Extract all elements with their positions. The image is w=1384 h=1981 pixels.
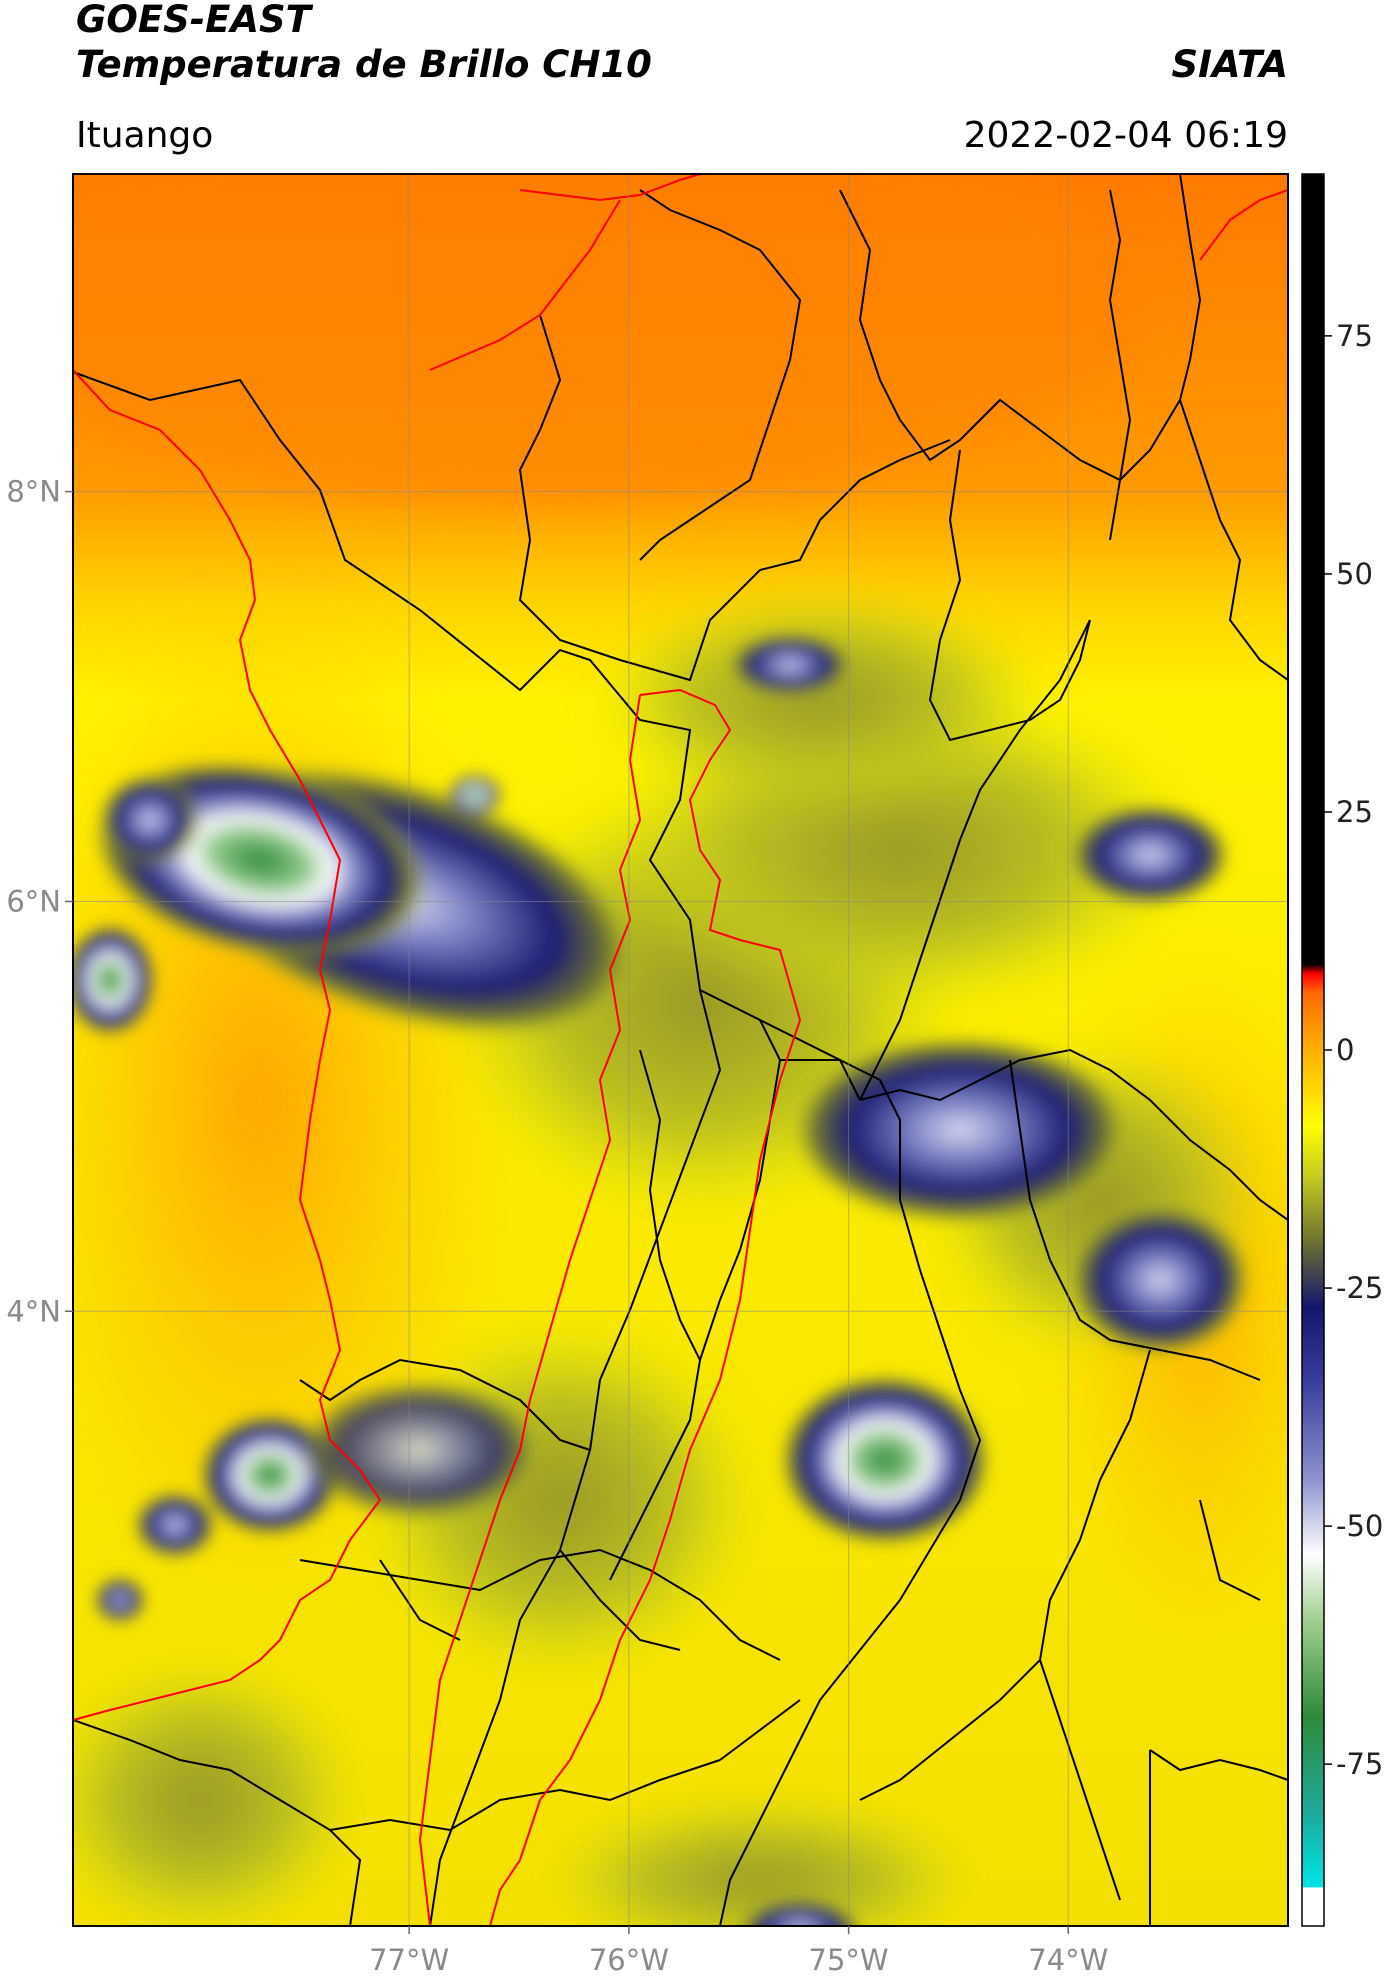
lon-tick-label: 74°W [1028, 1943, 1108, 1977]
lon-tick-label: 75°W [809, 1943, 889, 1977]
title-line-1: GOES-EAST [76, 0, 311, 41]
colorbar-tick-label: 0 [1336, 1033, 1354, 1067]
lat-tick-label: 4°N [6, 1294, 61, 1328]
colorbar: 75 50 25 0 -25 -50 -75 [1301, 173, 1383, 1927]
colorbar-ticks: 75 50 25 0 -25 -50 -75 [1324, 319, 1383, 1781]
colorbar-tick-label: -75 [1336, 1747, 1383, 1781]
political-boundaries [73, 174, 1288, 1926]
gridlines [73, 174, 1288, 1926]
region-label: Ituango [76, 115, 214, 156]
colorbar-tick-label: 50 [1336, 557, 1373, 591]
brightness-temperature-field [73, 174, 1288, 1926]
lat-tick-labels: 8°N 6°N 4°N [6, 475, 73, 1328]
map-frame [72, 173, 1289, 1927]
datetime-label: 2022-02-04 06:19 [963, 115, 1288, 156]
colorbar-tick-label: 75 [1336, 319, 1373, 353]
lon-tick-label: 77°W [369, 1943, 449, 1977]
colorbar-tick-label: -50 [1336, 1509, 1383, 1543]
lat-tick-label: 8°N [6, 475, 61, 509]
colorbar-tick-label: 25 [1336, 795, 1373, 829]
lon-tick-labels: 77°W 76°W 75°W 74°W [369, 1926, 1108, 1977]
title-line-2: Temperatura de Brillo CH10 [76, 43, 652, 86]
colorbar-tick-label: -25 [1336, 1271, 1383, 1305]
lat-tick-label: 6°N [6, 884, 61, 918]
source-label: SIATA [1171, 43, 1288, 86]
colorbar-scale [1301, 173, 1325, 1927]
lon-tick-label: 76°W [589, 1943, 669, 1977]
highlight-boundaries [73, 174, 1288, 1926]
